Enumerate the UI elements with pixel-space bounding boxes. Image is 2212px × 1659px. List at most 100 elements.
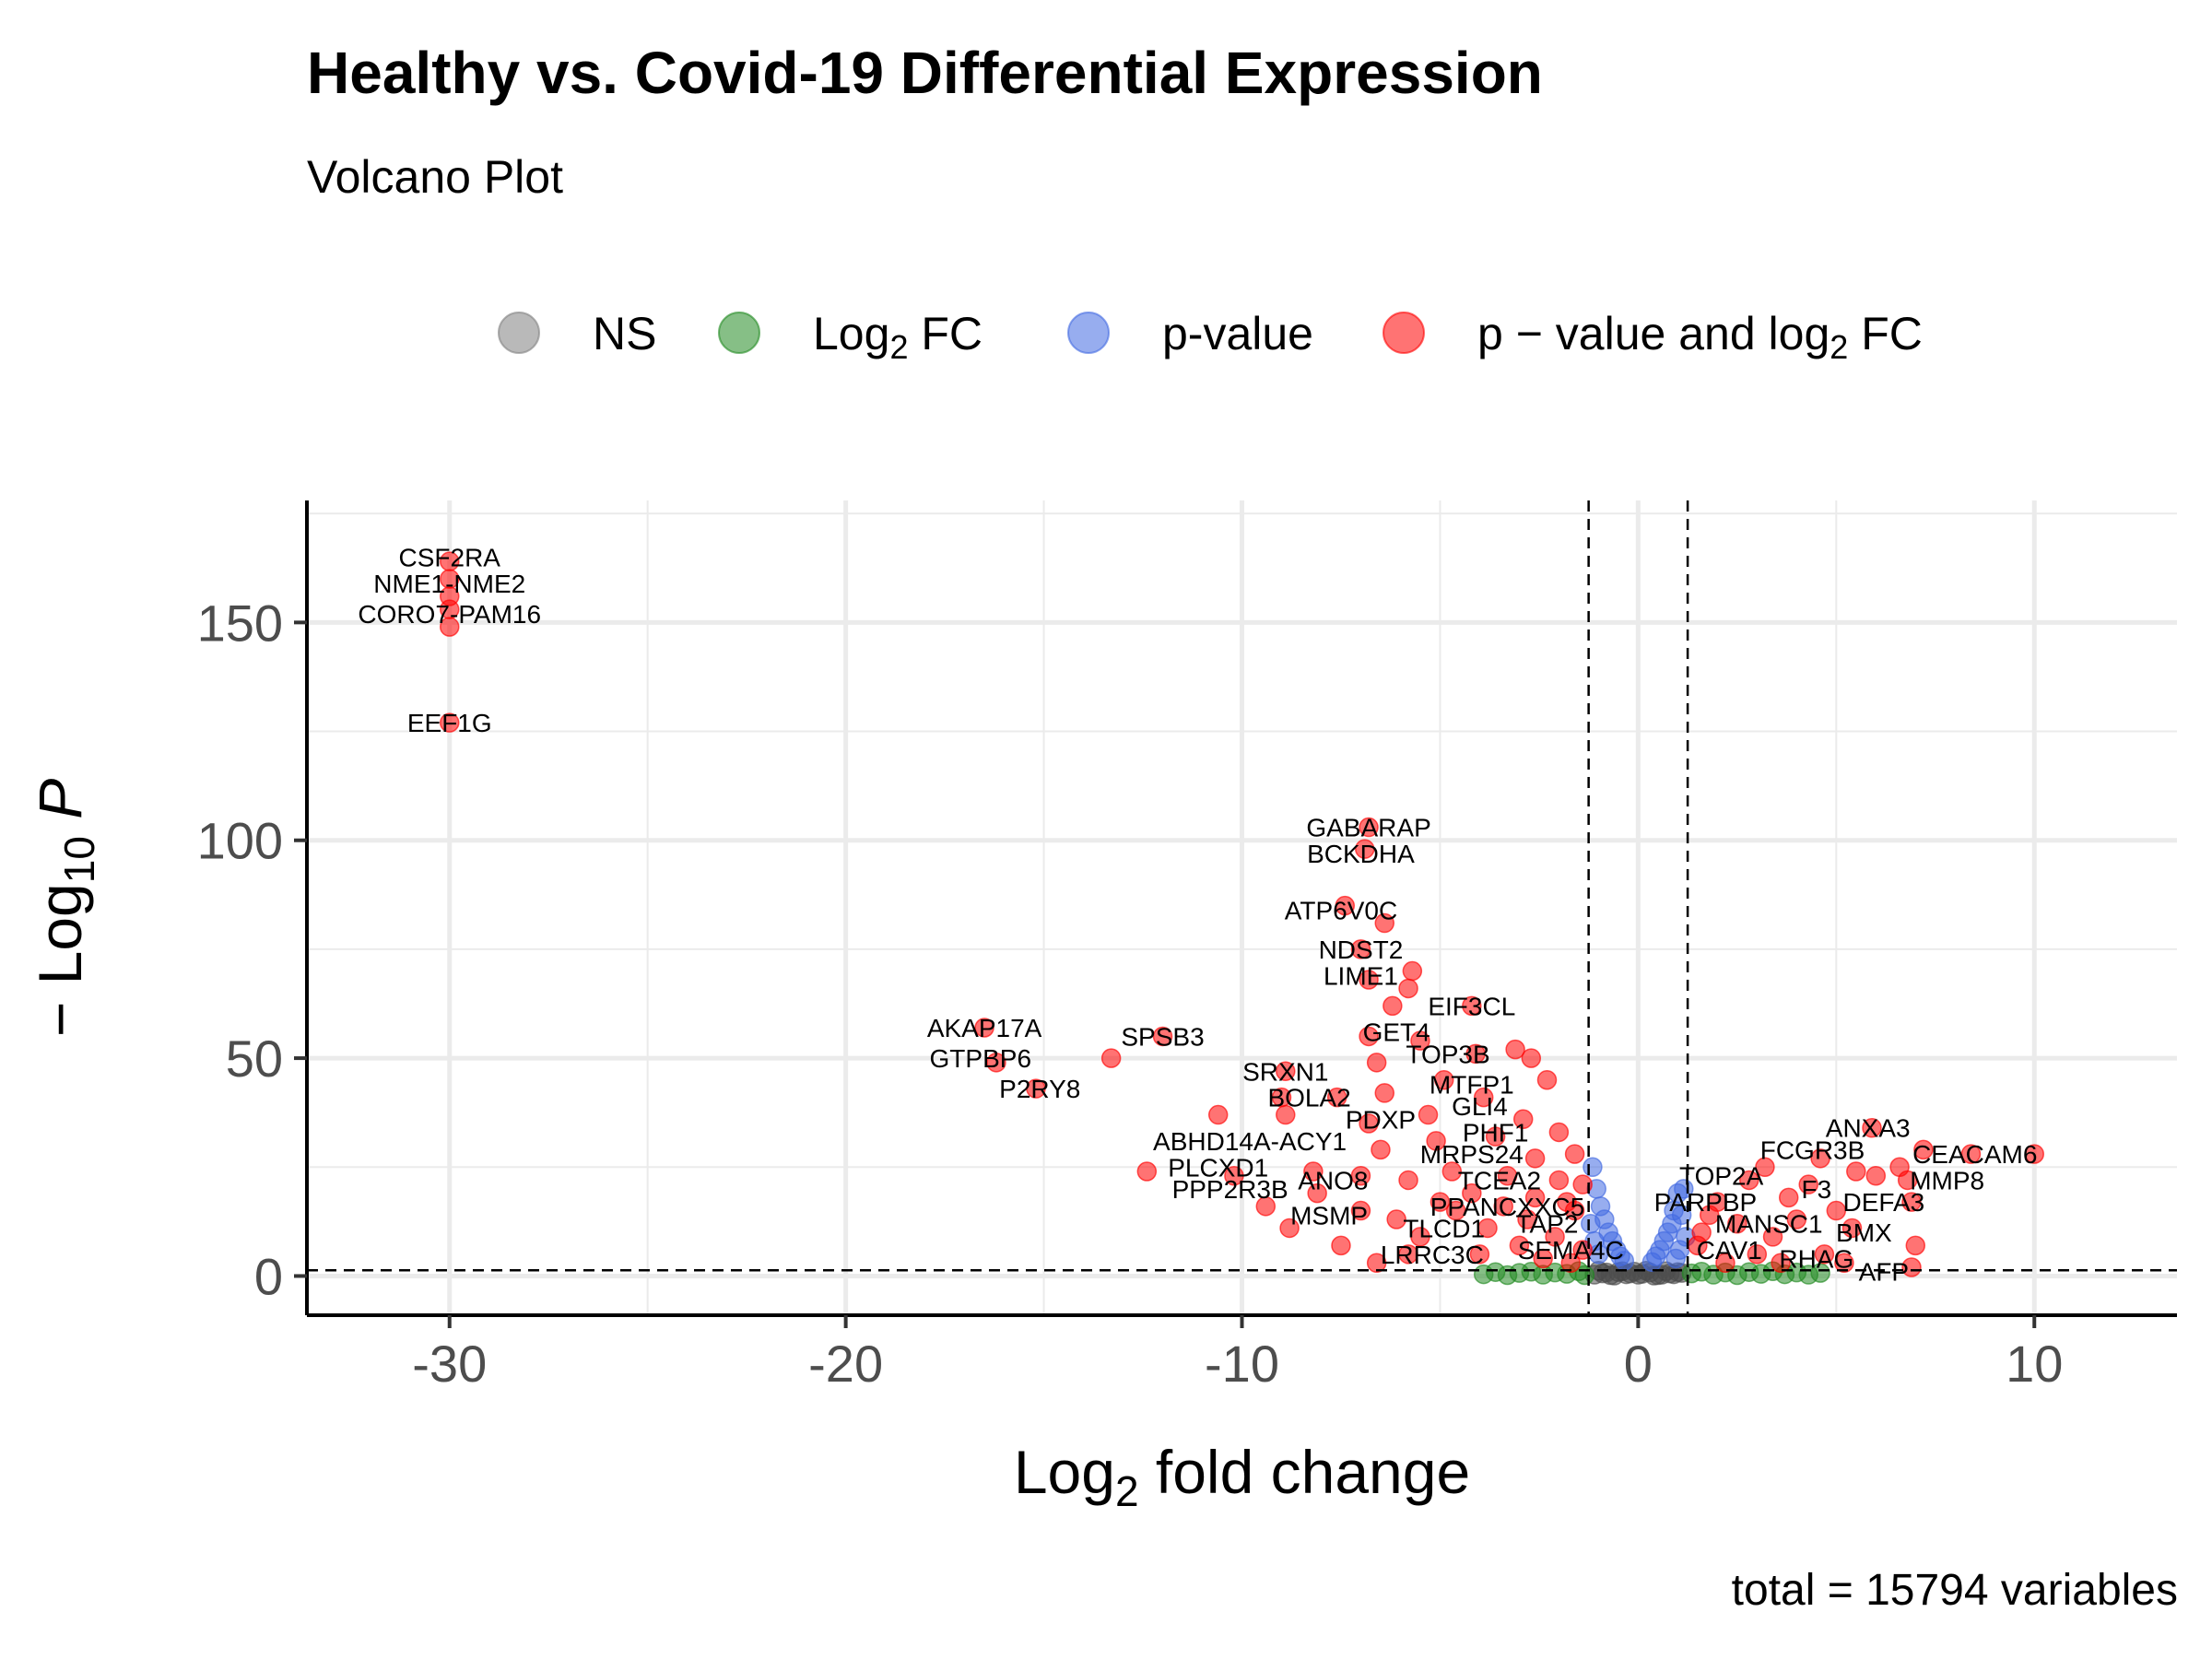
data-point [1738,1170,1759,1191]
x-axis-title: Log2 fold change [1014,1438,1470,1515]
legend-label-fc: Log2 FC [813,308,982,366]
gene-label: RHAG [1779,1245,1853,1274]
legend-label-ns: NS [593,308,656,359]
data-point [2024,1144,2044,1164]
gene-label: PPANCXXC5 [1430,1193,1585,1221]
y-tick-label: 100 [197,812,283,870]
data-point [1410,1030,1430,1051]
x-tick-label: 0 [1624,1335,1653,1393]
data-point [1350,1200,1371,1221]
gene-label: FCGR3B [1760,1135,1865,1164]
x-tick-label: -30 [412,1335,487,1393]
data-point [1512,1109,1534,1130]
data-point [1548,1170,1570,1191]
data-point [1402,960,1423,982]
chart-subtitle: Volcano Plot [307,151,563,203]
gene-label: PDXP [1346,1105,1416,1134]
data-point [1521,1048,1542,1068]
gene-label: CAV1 [1697,1236,1762,1265]
x-tick-label: 10 [2006,1335,2063,1393]
gene-label: GET4 [1363,1018,1430,1047]
data-point [1762,1227,1783,1247]
data-point [1524,1187,1546,1208]
gene-label: PHF1 [1463,1118,1529,1147]
data-point [1418,1104,1439,1125]
data-point [1477,1218,1498,1239]
data-point [1398,1170,1418,1191]
gene-label: MTFP1 [1430,1070,1514,1099]
gene-label: BOLA2 [1267,1084,1350,1112]
data-point [1548,1122,1570,1143]
gene-label: AFP [1859,1258,1909,1287]
gene-label: P2RY8 [999,1075,1080,1103]
data-point [1374,1083,1395,1103]
series-3 [440,551,2044,1277]
gene-label: TAP2 [1516,1210,1579,1239]
x-tick-label: -10 [1205,1335,1279,1393]
data-point [1374,912,1395,934]
data-point [974,1018,994,1038]
legend-item-both: p − value and log2 FC [1382,308,1923,366]
gene-label: LRRC3C [1381,1241,1484,1269]
data-point [1826,1200,1847,1221]
data-point [1913,1139,1934,1160]
gene-label: BMX [1836,1218,1892,1247]
gene-label: GLI4 [1452,1092,1508,1121]
gene-label: GTPBP6 [930,1044,1031,1073]
data-point [1901,1192,1922,1212]
gene-label: TCEA2 [1458,1166,1541,1194]
legend-item-fc: Log2 FC [718,308,982,366]
gene-label: TOP3B [1406,1040,1489,1068]
gene-label: AKAP17A [927,1014,1042,1042]
gene-label: ABHD14A-ACY1 [1153,1127,1347,1156]
data-point [1493,1196,1513,1217]
y-tick-label: 50 [226,1030,283,1088]
data-point [440,617,460,637]
gene-label: CSF2RA [399,543,501,571]
data-point [1371,1139,1391,1160]
data-point [1152,1026,1173,1047]
legend-key-both [1382,312,1425,354]
gene-label: DEFA3 [1843,1188,1925,1217]
data-point [440,712,460,733]
data-point [1834,1253,1854,1274]
gene-label: NME1-NME2 [373,570,525,598]
data-point [1359,1113,1379,1134]
data-point [1778,1187,1799,1208]
data-point [1224,1165,1244,1186]
data-point [986,1053,1006,1073]
data-point [1960,1144,1982,1164]
data-point [1430,1192,1451,1212]
gene-label: CEACAM6 [1912,1140,2037,1169]
data-point [1359,1026,1379,1047]
legend-key-ns [498,312,540,354]
gene-label: EIF3CL [1428,992,1515,1020]
axis-titles: Log2 fold change − Log10 P [26,779,1470,1515]
legend: NS Log2 FC p-value p − value and log2 FC [498,308,1923,366]
data-point [1279,1218,1300,1239]
data-point [1497,1165,1518,1186]
data-point [1350,939,1371,959]
gene-label: ANXA3 [1826,1114,1911,1143]
data-point [1462,995,1482,1017]
data-point [1465,1043,1486,1065]
gene-label: ATP6V0C [1285,896,1397,924]
data-point [1700,1205,1720,1226]
y-axis-title: − Log10 P [26,779,103,1038]
data-point [1572,1240,1593,1260]
data-point [1583,1157,1603,1178]
data-point [1462,1182,1482,1204]
data-point [1350,1165,1371,1186]
gene-label: TLCD1 [1403,1214,1485,1242]
data-point [1398,978,1418,999]
data-point [1865,1165,1887,1186]
data-point [1901,1257,1922,1277]
gene-label: MSMP [1290,1201,1368,1230]
threshold-lines [307,500,2177,1315]
data-point [1641,1252,1663,1273]
x-tick-label: -20 [808,1335,883,1393]
data-point [1564,1144,1585,1164]
data-point [1862,1117,1882,1138]
